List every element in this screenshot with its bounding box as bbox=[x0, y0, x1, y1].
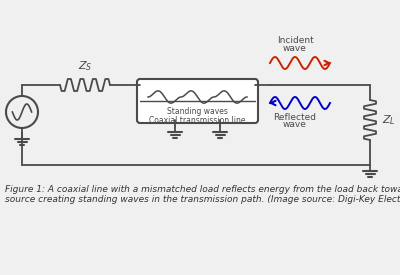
Text: Incident: Incident bbox=[277, 36, 313, 45]
Text: Standing waves: Standing waves bbox=[167, 107, 228, 116]
Text: $Z_S$: $Z_S$ bbox=[78, 59, 92, 73]
Text: wave: wave bbox=[283, 120, 307, 129]
FancyBboxPatch shape bbox=[137, 79, 258, 123]
Text: Coaxial transmission line: Coaxial transmission line bbox=[149, 116, 246, 125]
Text: Reflected: Reflected bbox=[274, 113, 316, 122]
Text: wave: wave bbox=[283, 44, 307, 53]
Text: $Z_L$: $Z_L$ bbox=[382, 113, 396, 127]
Text: Figure 1: A coaxial line with a mismatched load reflects energy from the load ba: Figure 1: A coaxial line with a mismatch… bbox=[5, 185, 400, 204]
